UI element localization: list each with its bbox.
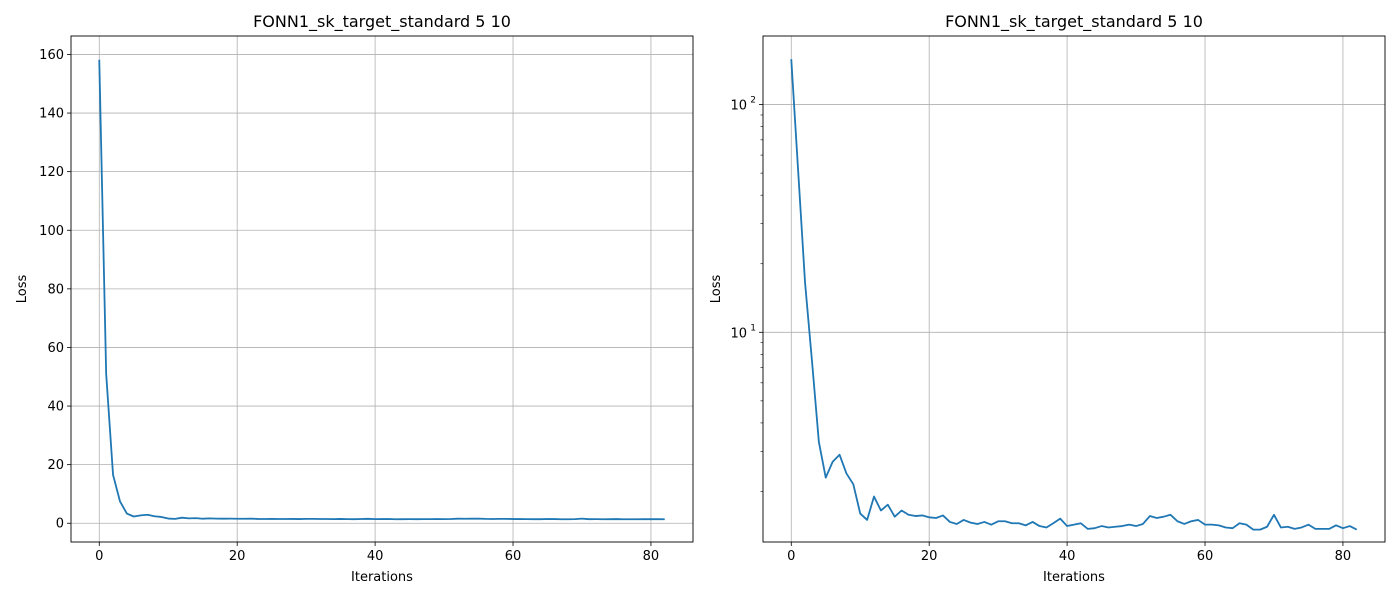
x-tick-label: 40 [367,549,384,564]
y-axis-label: Loss [709,275,724,304]
y-tick-exponent: 2 [750,96,756,106]
x-tick-label: 80 [643,549,660,564]
y-tick-label: 40 [47,400,64,415]
axes-frame [762,35,1386,543]
y-tick-label: 80 [47,282,64,297]
left-chart-linear: 0 20 40 60 80 0 20 40 60 80 100 120 140 160 FONN1_sk_t… [15,12,694,585]
y-tick-label: 60 [47,341,64,356]
y-tick-label: 10 [730,326,747,341]
chart-title: FONN1_sk_target_standard 5 10 [945,12,1203,32]
x-tick-label: 20 [229,549,246,564]
chart-title: FONN1_sk_target_standard 5 10 [253,12,511,32]
y-tick-label: 100 [39,224,64,239]
x-tick-label: 60 [505,549,522,564]
loss-series-line [790,59,1358,531]
x-tick-label: 0 [95,549,103,564]
axes-frame [70,35,694,543]
x-tick-label: 60 [1197,549,1214,564]
x-tick-label: 0 [787,549,795,564]
x-tick-label: 20 [921,549,938,564]
loss-series-line [98,59,665,521]
y-tick-label: 160 [39,48,64,63]
y-tick-exponent: 1 [750,323,756,333]
y-tick-label: 140 [39,107,64,122]
x-axis-label: Iterations [351,570,413,585]
y-tick-label: 20 [47,458,64,473]
x-tick-label: 80 [1335,549,1352,564]
y-tick-label: 10 [730,99,747,114]
y-tick-label: 0 [56,517,64,532]
y-tick-label: 120 [39,165,64,180]
x-axis-label: Iterations [1043,570,1105,585]
y-axis-label: Loss [15,275,30,304]
x-tick-label: 40 [1059,549,1076,564]
